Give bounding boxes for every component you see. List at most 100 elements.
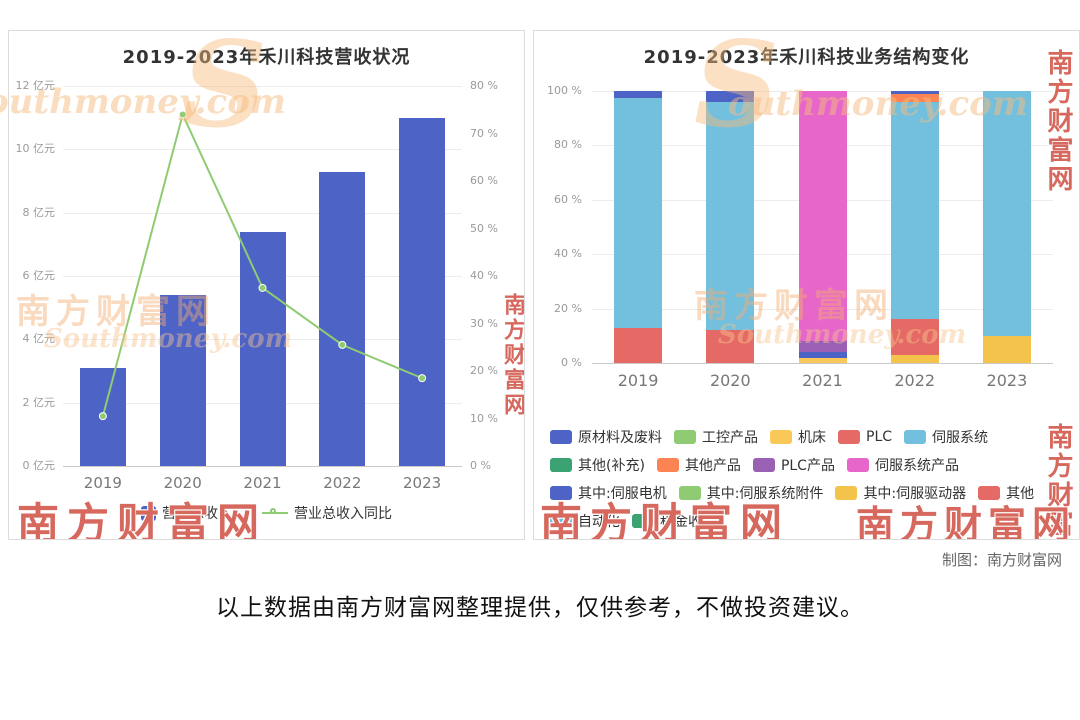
legend-item-其中:伺服电机: 其中:伺服电机 xyxy=(550,483,667,503)
y-axis-tick-right: 80 % xyxy=(470,79,498,92)
revenue-chart-plot: 0 亿元 2 亿元 4 亿元 6 亿元 8 亿元 10 亿元 12 亿元 0 % 10 % 20 … xyxy=(9,77,524,492)
x-axis-label-2021: 2021 xyxy=(802,371,843,390)
x-axis-label-2019: 2019 xyxy=(617,371,659,390)
segment-2021-机床 xyxy=(798,357,847,363)
legend-item-其他: 其他 xyxy=(978,483,1034,503)
line-marker xyxy=(418,374,427,383)
x-axis-line xyxy=(592,363,1053,364)
line-marker xyxy=(98,412,107,421)
x-axis-label-2021: 2021 xyxy=(243,474,282,492)
legend-label: 伺服系统产品 xyxy=(874,458,959,474)
legend-item-原材料及废料: 原材料及废料 xyxy=(550,427,662,447)
legend-square-marker xyxy=(978,486,1001,500)
legend-item-营业总收入: 营业总收入 xyxy=(141,503,232,523)
segment-2023-自动化 xyxy=(982,91,1031,336)
y-axis-tick-right: 40 % xyxy=(470,269,498,282)
legend-item-机床: 机床 xyxy=(770,427,826,447)
segment-2019-原材料及废料 xyxy=(614,91,663,98)
legend-square-marker xyxy=(656,458,679,472)
legend-label: 其中:伺服电机 xyxy=(578,486,667,502)
revenue-bar-2021 xyxy=(239,231,286,466)
y-axis-tick-left: 0 亿元 xyxy=(22,459,56,472)
legend-item-租金收入: 租金收入 xyxy=(632,511,716,531)
segment-2022-其中:伺服驱动器 xyxy=(890,354,939,363)
legend-item-其中:伺服系统附件: 其中:伺服系统附件 xyxy=(678,483,824,503)
y-axis-tick: 40 % xyxy=(554,247,582,261)
legend-label: 其中:伺服系统附件 xyxy=(706,486,824,502)
legend-item-自动化: 自动化 xyxy=(550,511,620,531)
legend-label: 租金收入 xyxy=(660,514,716,530)
legend-line-circle-marker xyxy=(262,508,288,514)
line-marker xyxy=(338,340,347,349)
structure-chart-panel: 2019-2023年禾川科技业务结构变化 0 % 20 % 40 % 60 % 80 %… xyxy=(533,30,1080,540)
line-marker xyxy=(258,283,267,292)
segment-2021-其中:伺服电机 xyxy=(798,352,847,358)
gridline xyxy=(63,86,462,87)
revenue-chart-legend: 营业总收入 营业总收入同比 xyxy=(9,503,524,523)
legend-label: 营业总收入 xyxy=(162,506,232,522)
y-axis-tick: 60 % xyxy=(554,192,582,206)
segment-2022-其他产品 xyxy=(890,93,939,102)
legend-label: 其他产品 xyxy=(684,458,741,474)
segment-2022-其他 xyxy=(890,319,939,355)
legend-item-其他(补充): 其他(补充) xyxy=(550,455,645,475)
legend-label: PLC xyxy=(866,429,893,445)
y-axis-tick-left: 4 亿元 xyxy=(22,332,56,346)
y-axis-tick-right: 10 % xyxy=(470,411,498,425)
legend-square-marker xyxy=(550,486,572,500)
gridline xyxy=(63,149,462,151)
x-axis-label-2023: 2023 xyxy=(986,371,1028,390)
segment-2021-PLC产品 xyxy=(798,341,847,353)
y-axis-tick: 80 % xyxy=(554,138,582,152)
x-axis-label-2022: 2022 xyxy=(323,474,362,492)
legend-item-工控产品: 工控产品 xyxy=(674,427,758,447)
y-axis-tick-left: 12 亿元 xyxy=(15,79,56,92)
legend-square-marker xyxy=(838,430,860,444)
legend-square-marker xyxy=(550,458,572,472)
chart-credit: 制图：南方财富网 xyxy=(941,551,1062,569)
legend-label: 其他(补充) xyxy=(578,458,645,474)
legend-square-marker xyxy=(835,486,858,500)
legend-circle-dot xyxy=(270,508,276,514)
legend-label: 机床 xyxy=(798,430,826,446)
legend-item-PLC产品: PLC产品 xyxy=(752,455,835,475)
x-axis-label-2020: 2020 xyxy=(709,371,751,390)
x-axis-label-2022: 2022 xyxy=(894,371,936,390)
structure-chart-legend: 原材料及废料 工控产品 机床 PLC 伺服系统 其他(补充) 其他产品 PLC产品 伺服系统产品… xyxy=(550,427,1073,531)
revenue-chart-title: 2019-2023年禾川科技营收状况 xyxy=(122,47,411,68)
y-axis-tick: 0 % xyxy=(561,356,582,369)
legend-label: 原材料及废料 xyxy=(578,430,662,446)
legend-item-PLC: PLC xyxy=(838,427,892,447)
yoy-growth-line xyxy=(98,110,427,421)
legend-label: 其中:伺服驱动器 xyxy=(863,486,967,502)
y-axis-tick: 20 % xyxy=(554,301,582,315)
x-axis-line xyxy=(63,466,462,467)
legend-item-其中:伺服驱动器: 其中:伺服驱动器 xyxy=(835,483,966,503)
revenue-bar-2022 xyxy=(319,171,366,466)
legend-square-marker xyxy=(846,458,869,472)
segment-2019-PLC xyxy=(614,327,663,363)
y-axis-tick-left: 6 亿元 xyxy=(22,269,56,282)
x-axis-label-2023: 2023 xyxy=(403,474,442,492)
revenue-chart-panel: 2019-2023年禾川科技营收状况 0 亿元 2 亿元 4 亿元 6 亿元 8 亿元 1… xyxy=(8,30,525,540)
y-axis-tick-right: 70 % xyxy=(470,126,498,140)
segment-2020-PLC xyxy=(706,330,755,363)
y-axis-tick-right: 0 % xyxy=(470,459,491,472)
y-axis-tick-left: 10 亿元 xyxy=(15,142,56,156)
segment-2021-伺服系统产品 xyxy=(798,91,847,342)
legend-square-marker xyxy=(550,430,572,444)
legend-square-marker xyxy=(752,458,775,472)
legend-label: 营业总收入同比 xyxy=(294,506,392,522)
gridline xyxy=(63,212,462,214)
legend-square-marker xyxy=(674,430,696,444)
legend-label: PLC产品 xyxy=(780,458,835,474)
y-axis-tick-right: 20 % xyxy=(470,364,498,377)
x-axis-label-2019: 2019 xyxy=(83,474,122,492)
legend-item-伺服系统产品: 伺服系统产品 xyxy=(846,455,959,475)
y-axis-tick-left: 8 亿元 xyxy=(22,205,56,219)
revenue-bar-2023 xyxy=(399,117,446,466)
legend-square-marker xyxy=(632,514,654,528)
legend-square-marker xyxy=(550,514,572,528)
revenue-bar-2020 xyxy=(159,295,206,466)
segment-2020-原材料及废料 xyxy=(706,91,755,102)
